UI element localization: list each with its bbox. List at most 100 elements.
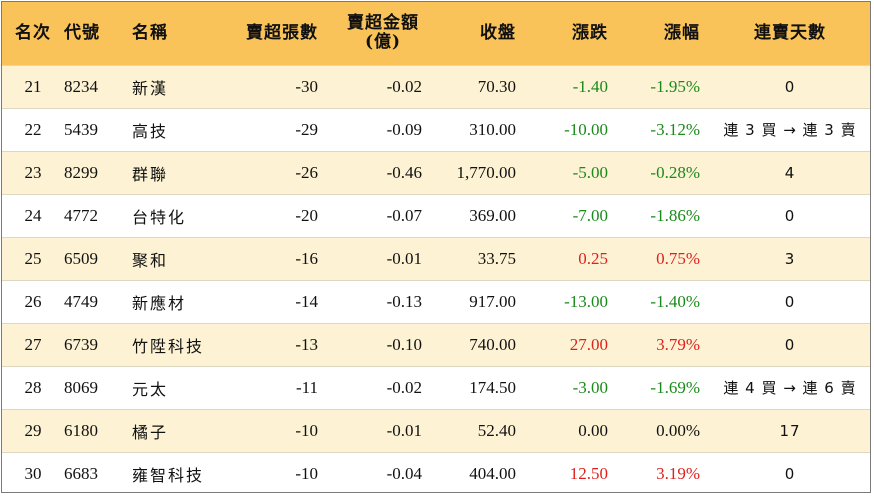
net-sell-lots-cell: -16 (295, 248, 318, 268)
col-header-change: 漲跌 (572, 22, 608, 43)
name-cell: 群聯 (132, 164, 169, 184)
change-cell: 12.50 (569, 463, 608, 483)
rank-cell: 25 (24, 248, 42, 268)
code-cell: 8234 (64, 76, 98, 96)
col-header-rank: 名次 (15, 22, 51, 43)
close-cell: 1,770.00 (456, 162, 517, 182)
streak-cell: 0 (784, 335, 796, 354)
streak-cell: 0 (784, 464, 796, 483)
net-sell-amount-cell: -0.10 (386, 334, 422, 354)
change-pct-cell: -3.12% (650, 119, 700, 139)
name-cell: 雍智科技 (132, 465, 205, 485)
name-cell: 元太 (132, 379, 169, 399)
col-header-streak: 連賣天數 (754, 22, 826, 43)
name-cell: 新應材 (132, 293, 187, 313)
net-sell-amount-cell: -0.13 (386, 291, 422, 311)
name-cell: 台特化 (132, 207, 187, 227)
net-sell-amount-cell: -0.02 (386, 377, 422, 397)
table-row: 24 4772 台特化 -20 -0.07 369.00 -7.00 -1.86… (2, 194, 870, 237)
code-cell: 4749 (64, 291, 98, 311)
net-sell-amount-cell: -0.02 (386, 76, 422, 96)
net-sell-lots-cell: -10 (295, 463, 318, 483)
table-row: 26 4749 新應材 -14 -0.13 917.00 -13.00 -1.4… (2, 280, 870, 323)
change-pct-cell: 3.19% (656, 463, 700, 483)
col-header-net-sell-amount: 賣超金額 (億) (328, 2, 432, 65)
net-sell-amount-cell: -0.46 (386, 162, 422, 182)
col-header-change-pct: 漲幅 (664, 22, 700, 43)
name-cell: 新漢 (132, 78, 169, 98)
rank-cell: 22 (24, 119, 42, 139)
close-cell: 404.00 (469, 463, 516, 483)
rank-cell: 28 (24, 377, 42, 397)
change-cell: 0.25 (578, 248, 608, 268)
code-cell: 6739 (64, 334, 98, 354)
col-header-code: 代號 (64, 22, 100, 43)
net-sell-lots-cell: -10 (295, 420, 318, 440)
rank-cell: 21 (24, 76, 42, 96)
table-row: 21 8234 新漢 -30 -0.02 70.30 -1.40 -1.95% … (2, 65, 870, 108)
change-pct-cell: -1.40% (650, 291, 700, 311)
change-pct-cell: -1.86% (650, 205, 700, 225)
change-cell: -1.40 (572, 76, 608, 96)
close-cell: 310.00 (469, 119, 516, 139)
table-row: 29 6180 橘子 -10 -0.01 52.40 0.00 0.00% 17 (2, 409, 870, 452)
code-cell: 6683 (64, 463, 98, 483)
close-cell: 70.30 (477, 76, 516, 96)
change-pct-cell: -1.95% (650, 76, 700, 96)
code-cell: 8069 (64, 377, 98, 397)
net-sell-amount-cell: -0.04 (386, 463, 422, 483)
change-cell: -3.00 (572, 377, 608, 397)
table-row: 27 6739 竹陞科技 -13 -0.10 740.00 27.00 3.79… (2, 323, 870, 366)
streak-cell: 連 4 買 → 連 6 賣 (723, 379, 857, 397)
rank-cell: 30 (24, 463, 42, 483)
net-sell-lots-cell: -13 (295, 334, 318, 354)
table-header-row: 名次 代號 名稱 賣超張數 賣超金額 (億) 收盤 漲跌 漲幅 連賣天數 (2, 2, 870, 65)
net-sell-amount-cell: -0.09 (386, 119, 422, 139)
table-row: 28 8069 元太 -11 -0.02 174.50 -3.00 -1.69%… (2, 366, 870, 409)
change-pct-cell: 0.75% (656, 248, 700, 268)
net-sell-amount-cell: -0.01 (386, 248, 422, 268)
name-cell: 橘子 (132, 422, 169, 442)
net-sell-lots-cell: -26 (295, 162, 318, 182)
col-header-name: 名稱 (132, 22, 168, 43)
streak-cell: 3 (784, 249, 796, 268)
net-sell-lots-cell: -11 (295, 377, 318, 397)
code-cell: 6180 (64, 420, 98, 440)
streak-cell: 4 (784, 163, 796, 182)
streak-cell: 0 (784, 206, 796, 225)
change-cell: -7.00 (572, 205, 608, 225)
close-cell: 740.00 (469, 334, 516, 354)
name-cell: 竹陞科技 (132, 336, 205, 356)
code-cell: 6509 (64, 248, 98, 268)
streak-cell: 0 (784, 292, 796, 311)
net-sell-amount-cell: -0.01 (386, 420, 422, 440)
rank-cell: 27 (24, 334, 42, 354)
table-row: 23 8299 群聯 -26 -0.46 1,770.00 -5.00 -0.2… (2, 151, 870, 194)
col-header-net-sell-lots: 賣超張數 (246, 22, 318, 43)
code-cell: 4772 (64, 205, 98, 225)
net-sell-lots-cell: -14 (295, 291, 318, 311)
streak-cell: 0 (784, 77, 796, 96)
net-sell-amount-cell: -0.07 (386, 205, 422, 225)
name-cell: 高技 (132, 121, 169, 141)
close-cell: 33.75 (477, 248, 516, 268)
net-sell-lots-cell: -29 (295, 119, 318, 139)
table-row: 30 6683 雍智科技 -10 -0.04 404.00 12.50 3.19… (2, 452, 870, 492)
close-cell: 174.50 (469, 377, 516, 397)
rank-cell: 26 (24, 291, 42, 311)
change-pct-cell: -1.69% (650, 377, 700, 397)
table-row: 22 5439 高技 -29 -0.09 310.00 -10.00 -3.12… (2, 108, 870, 151)
net-sell-lots-cell: -30 (295, 76, 318, 96)
close-cell: 917.00 (469, 291, 516, 311)
change-cell: 27.00 (569, 334, 608, 354)
change-pct-cell: 0.00% (656, 420, 700, 440)
name-cell: 聚和 (132, 250, 169, 270)
close-cell: 52.40 (477, 420, 516, 440)
table-row: 25 6509 聚和 -16 -0.01 33.75 0.25 0.75% 3 (2, 237, 870, 280)
rank-cell: 24 (24, 205, 42, 225)
streak-cell: 連 3 買 → 連 3 賣 (723, 121, 857, 139)
streak-cell: 17 (779, 421, 801, 440)
change-cell: 0.00 (578, 420, 608, 440)
